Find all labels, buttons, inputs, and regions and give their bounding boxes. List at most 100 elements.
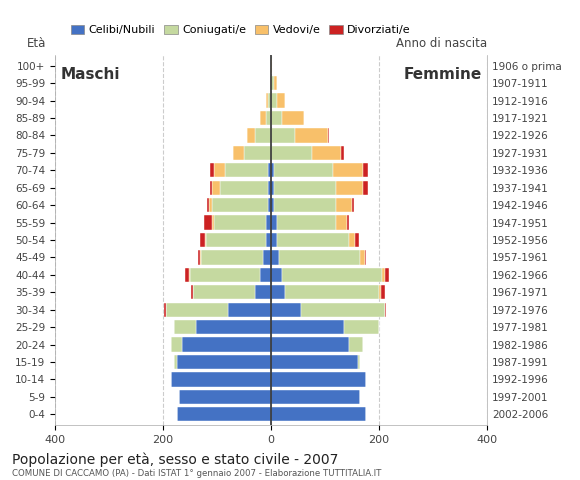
Bar [266, 94, 269, 108]
Bar [200, 250, 201, 264]
Bar [215, 163, 225, 178]
Bar [270, 76, 271, 90]
Bar [381, 285, 385, 300]
Bar [274, 198, 336, 212]
Bar [352, 198, 354, 212]
Bar [271, 163, 274, 178]
Bar [357, 355, 360, 369]
Bar [269, 94, 271, 108]
Bar [233, 146, 244, 160]
Bar [247, 128, 255, 143]
Bar [210, 180, 212, 195]
Bar [344, 320, 379, 334]
Bar [274, 180, 336, 195]
Bar [179, 390, 271, 404]
Bar [171, 337, 182, 352]
Bar [274, 76, 277, 90]
Bar [210, 163, 215, 178]
Bar [360, 250, 365, 264]
Bar [271, 94, 277, 108]
Bar [244, 146, 271, 160]
Bar [350, 233, 355, 247]
Bar [177, 355, 271, 369]
Bar [198, 250, 200, 264]
Bar [228, 302, 271, 317]
Bar [334, 163, 363, 178]
Bar [350, 337, 363, 352]
Bar [266, 233, 271, 247]
Bar [336, 198, 352, 212]
Bar [277, 216, 336, 230]
Bar [311, 146, 342, 160]
Bar [271, 76, 274, 90]
Bar [271, 355, 357, 369]
Bar [336, 180, 363, 195]
Bar [166, 302, 228, 317]
Bar [193, 285, 255, 300]
Bar [363, 180, 368, 195]
Bar [205, 233, 206, 247]
Bar [195, 320, 271, 334]
Bar [342, 146, 344, 160]
Bar [260, 111, 266, 125]
Bar [177, 407, 271, 421]
Bar [271, 180, 274, 195]
Bar [285, 285, 379, 300]
Bar [363, 163, 368, 178]
Bar [209, 198, 212, 212]
Bar [182, 337, 271, 352]
Bar [382, 268, 385, 282]
Bar [271, 390, 360, 404]
Bar [379, 285, 381, 300]
Bar [255, 285, 271, 300]
Bar [266, 216, 271, 230]
Text: Femmine: Femmine [404, 67, 482, 82]
Bar [174, 320, 195, 334]
Bar [385, 302, 386, 317]
Bar [212, 180, 220, 195]
Bar [271, 146, 311, 160]
Bar [355, 233, 359, 247]
Bar [271, 372, 365, 386]
Bar [164, 302, 166, 317]
Bar [336, 216, 347, 230]
Bar [277, 233, 350, 247]
Bar [220, 180, 269, 195]
Bar [271, 111, 282, 125]
Bar [201, 250, 263, 264]
Bar [201, 233, 205, 247]
Bar [269, 163, 271, 178]
Bar [277, 94, 285, 108]
Bar [174, 355, 177, 369]
Bar [271, 285, 285, 300]
Text: Anno di nascita: Anno di nascita [396, 36, 487, 49]
Bar [271, 59, 272, 73]
Bar [295, 128, 328, 143]
Bar [271, 198, 274, 212]
Bar [215, 216, 266, 230]
Bar [271, 128, 295, 143]
Bar [212, 216, 215, 230]
Bar [271, 233, 277, 247]
Text: COMUNE DI CACCAMO (PA) - Dati ISTAT 1° gennaio 2007 - Elaborazione TUTTITALIA.IT: COMUNE DI CACCAMO (PA) - Dati ISTAT 1° g… [12, 469, 381, 479]
Bar [271, 250, 279, 264]
Bar [328, 128, 329, 143]
Bar [271, 302, 301, 317]
Bar [282, 111, 303, 125]
Bar [184, 268, 189, 282]
Bar [271, 268, 282, 282]
Bar [269, 198, 271, 212]
Bar [263, 250, 271, 264]
Text: Maschi: Maschi [60, 67, 120, 82]
Bar [255, 128, 271, 143]
Bar [385, 268, 389, 282]
Bar [171, 372, 271, 386]
Bar [269, 180, 271, 195]
Bar [204, 216, 212, 230]
Bar [347, 216, 350, 230]
Bar [282, 268, 382, 282]
Bar [208, 198, 209, 212]
Text: Età: Età [27, 36, 46, 49]
Text: Popolazione per età, sesso e stato civile - 2007: Popolazione per età, sesso e stato civil… [12, 453, 338, 467]
Bar [274, 163, 334, 178]
